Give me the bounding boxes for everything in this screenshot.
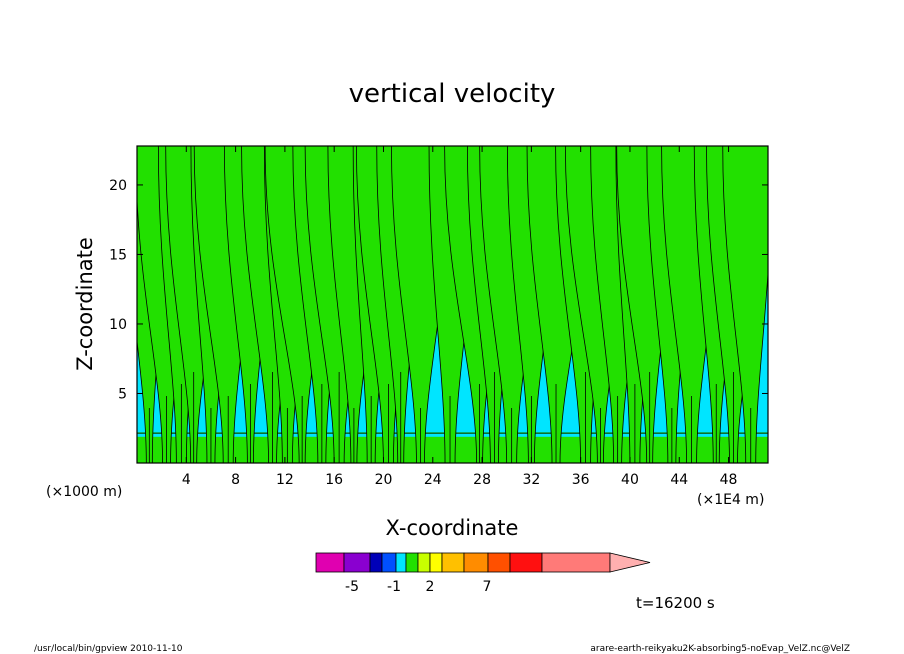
plot-frame [136, 145, 769, 464]
colorbar-label: -1 [387, 579, 401, 595]
colorbar-segment [417, 552, 431, 573]
colorbar-segment [395, 552, 407, 573]
x-tick-label: 4 [182, 472, 191, 488]
x-axis-ticks: 4 8 12 16 20 24 28 32 36 40 44 48 [182, 146, 738, 488]
colorbar [315, 552, 651, 573]
x-tick-label: 8 [231, 472, 240, 488]
y-tick-label: 10 [109, 317, 127, 333]
y-tick-label: 5 [118, 386, 127, 402]
y-axis-ticks: 5 10 15 20 [109, 178, 768, 402]
x-tick-label: 40 [621, 472, 639, 488]
colorbar-segment [541, 552, 611, 573]
chart-title: vertical velocity [349, 79, 556, 109]
colorbar-segment [369, 552, 383, 573]
colorbar-segment [441, 552, 465, 573]
footer-right: arare-earth-reikyaku2K-absorbing5-noEvap… [590, 644, 850, 654]
y-axis-unit: (×1000 m) [46, 484, 122, 500]
colorbar-label: 2 [426, 579, 435, 595]
x-tick-label: 12 [276, 472, 294, 488]
colorbar-segment [429, 552, 443, 573]
y-tick-label: 20 [109, 178, 127, 194]
y-tick-label: 15 [109, 247, 127, 263]
colorbar-segment [463, 552, 489, 573]
colorbar-arrow [609, 552, 651, 573]
velocity-field [137, 146, 768, 463]
colorbar-segment [405, 552, 419, 573]
x-tick-label: 36 [572, 472, 590, 488]
colorbar-label: -5 [345, 579, 359, 595]
colorbar-segment [315, 552, 345, 573]
x-axis-title: X-coordinate [386, 516, 519, 540]
colorbar-segment [343, 552, 371, 573]
colorbar-segment [381, 552, 397, 573]
x-tick-label: 32 [522, 472, 540, 488]
x-tick-label: 20 [375, 472, 393, 488]
footer-left: /usr/local/bin/gpview 2010-11-10 [34, 644, 183, 654]
colorbar-segment [487, 552, 511, 573]
x-axis-unit: (×1E4 m) [697, 492, 764, 508]
time-annotation: t=16200 s [636, 594, 715, 612]
colorbar-segment [509, 552, 543, 573]
x-tick-label: 44 [670, 472, 688, 488]
x-tick-label: 16 [325, 472, 343, 488]
x-tick-label: 48 [720, 472, 738, 488]
x-tick-label: 28 [473, 472, 491, 488]
colorbar-label: 7 [483, 579, 492, 595]
y-axis-title: Z-coordinate [73, 237, 97, 371]
colorbar-labels: -5 -1 2 7 [345, 579, 491, 595]
updraft-column [722, 146, 768, 463]
x-tick-label: 24 [424, 472, 442, 488]
